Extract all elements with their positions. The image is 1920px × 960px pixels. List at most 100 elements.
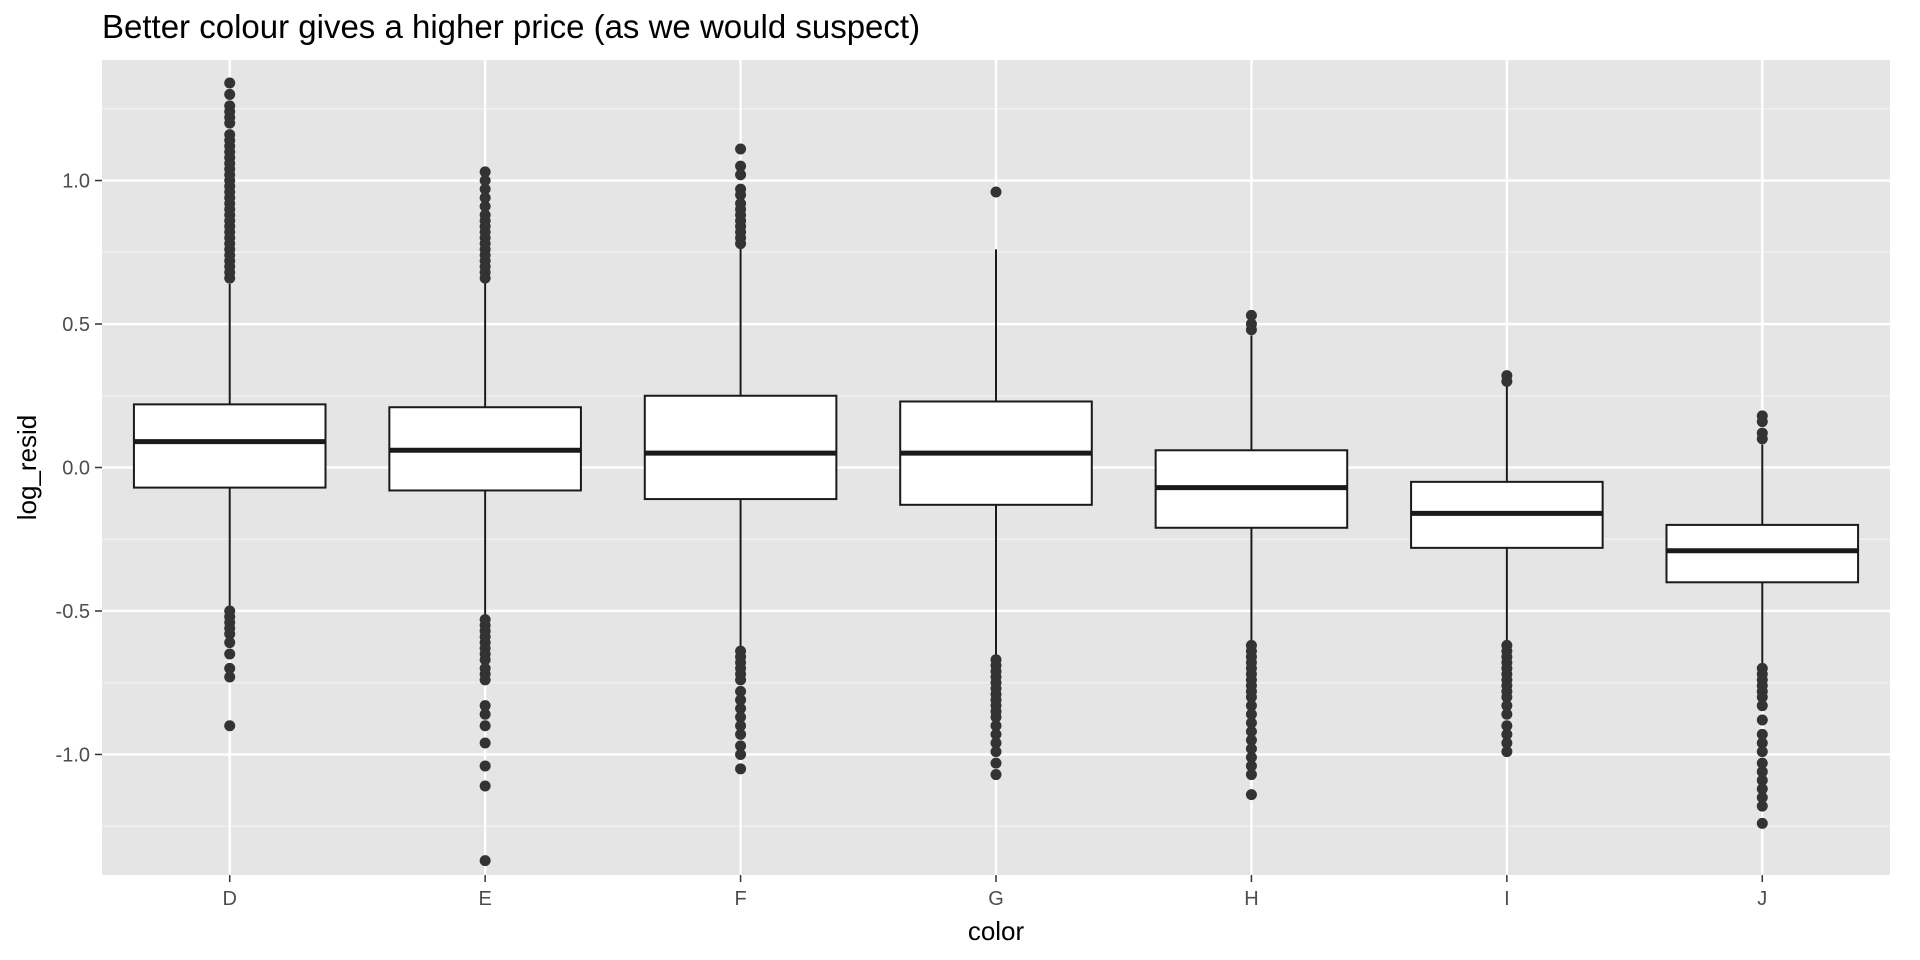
outlier-point xyxy=(990,757,1002,769)
outlier-point xyxy=(990,728,1002,740)
outlier-point xyxy=(1756,757,1768,769)
outlier-point xyxy=(735,763,747,775)
outlier-point xyxy=(224,88,236,100)
outlier-point xyxy=(735,728,747,740)
x-tick-label: D xyxy=(222,888,236,910)
y-tick-label: 0.5 xyxy=(62,314,90,336)
outlier-point xyxy=(479,192,491,204)
boxes xyxy=(132,394,1860,584)
outlier-point xyxy=(990,186,1002,198)
axes: -1.0 -0.5 0.0 0.5 1.0 D E F G H I J xyxy=(56,171,1768,910)
y-tick-label: -1.0 xyxy=(56,744,90,766)
outlier-point xyxy=(224,77,236,89)
box-J xyxy=(1665,523,1860,584)
outlier-point xyxy=(1501,737,1513,749)
outlier-point xyxy=(479,737,491,749)
outlier-point xyxy=(1245,717,1257,729)
outlier-point xyxy=(479,654,491,666)
outlier-point xyxy=(224,648,236,660)
outlier-point xyxy=(479,760,491,772)
outlier-point xyxy=(735,685,747,697)
box-D xyxy=(132,403,327,489)
outlier-point xyxy=(735,694,747,706)
outlier-point xyxy=(990,746,1002,758)
x-tick-label: G xyxy=(988,888,1004,910)
outlier-point xyxy=(1501,691,1513,703)
outlier-point xyxy=(1501,746,1513,758)
outlier-point xyxy=(1245,789,1257,801)
outlier-point xyxy=(1756,783,1768,795)
outlier-point xyxy=(1756,700,1768,712)
outlier-point xyxy=(1756,746,1768,758)
outlier-point xyxy=(735,238,747,250)
outliers xyxy=(224,77,1768,867)
outlier-point xyxy=(1501,700,1513,712)
outlier-point xyxy=(1756,691,1768,703)
outlier-point xyxy=(1245,760,1257,772)
outlier-point xyxy=(1756,792,1768,804)
outlier-point xyxy=(1756,728,1768,740)
box-F xyxy=(643,394,838,501)
outlier-point xyxy=(1245,726,1257,738)
outlier-point xyxy=(1245,309,1257,321)
y-axis-title: log_resid xyxy=(12,415,42,521)
outlier-point xyxy=(735,703,747,715)
outlier-point xyxy=(1245,743,1257,755)
outlier-point xyxy=(479,708,491,720)
outlier-point xyxy=(224,637,236,649)
outlier-point xyxy=(735,720,747,732)
outlier-point xyxy=(1245,691,1257,703)
outlier-point xyxy=(224,720,236,732)
outlier-point xyxy=(1756,737,1768,749)
outlier-point xyxy=(1501,375,1513,387)
outlier-point xyxy=(479,166,491,178)
outlier-point xyxy=(735,160,747,172)
outlier-point xyxy=(1245,734,1257,746)
outlier-point xyxy=(1245,700,1257,712)
outlier-point xyxy=(479,674,491,686)
outlier-point xyxy=(479,700,491,712)
whiskers xyxy=(228,246,1764,666)
outlier-point xyxy=(990,769,1002,781)
outlier-point xyxy=(1756,774,1768,786)
outlier-point xyxy=(735,674,747,686)
outlier-point xyxy=(479,855,491,867)
outlier-point xyxy=(1501,720,1513,732)
outlier-point xyxy=(990,720,1002,732)
outlier-point xyxy=(1756,714,1768,726)
x-axis-title: color xyxy=(968,916,1025,946)
x-tick-label: H xyxy=(1244,888,1258,910)
outlier-point xyxy=(224,671,236,683)
outlier-point xyxy=(224,117,236,129)
outlier-point xyxy=(735,169,747,181)
outlier-point xyxy=(1245,708,1257,720)
outlier-point xyxy=(479,272,491,284)
outlier-point xyxy=(224,272,236,284)
outlier-point xyxy=(990,737,1002,749)
y-tick-label: 0.0 xyxy=(62,458,90,480)
outlier-point xyxy=(1756,817,1768,829)
outlier-point xyxy=(1245,751,1257,763)
outlier-point xyxy=(1756,766,1768,778)
outlier-point xyxy=(735,189,747,201)
outlier-point xyxy=(1756,800,1768,812)
outlier-point xyxy=(1245,769,1257,781)
outlier-point xyxy=(735,740,747,752)
outlier-point xyxy=(1501,708,1513,720)
outlier-point xyxy=(479,183,491,195)
outlier-point xyxy=(735,748,747,760)
outlier-point xyxy=(1501,728,1513,740)
outlier-point xyxy=(224,628,236,640)
outlier-point xyxy=(479,780,491,792)
x-tick-label: I xyxy=(1504,888,1510,910)
x-tick-label: E xyxy=(478,888,491,910)
outlier-point xyxy=(479,175,491,187)
outlier-point xyxy=(1245,324,1257,336)
chart-title: Better colour gives a higher price (as w… xyxy=(102,8,921,45)
x-tick-label: F xyxy=(734,888,746,910)
outlier-point xyxy=(1756,416,1768,428)
outlier-point xyxy=(735,143,747,155)
y-tick-label: -0.5 xyxy=(56,601,90,623)
outlier-point xyxy=(735,711,747,723)
